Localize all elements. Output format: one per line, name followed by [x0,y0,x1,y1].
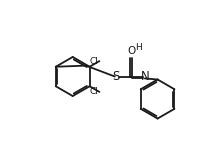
Text: N: N [140,70,149,83]
Text: H: H [135,43,142,52]
Text: Cl: Cl [90,87,99,96]
Text: O: O [127,46,135,56]
Text: Cl: Cl [90,57,99,66]
Text: S: S [113,70,120,83]
